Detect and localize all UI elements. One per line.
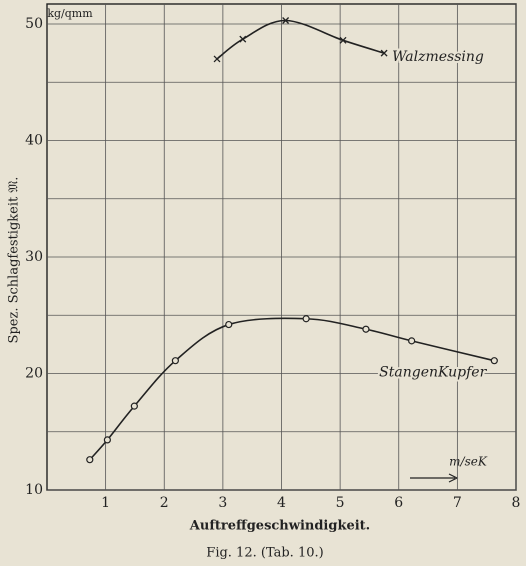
marker	[302, 315, 310, 323]
x-tick-label: 4	[277, 495, 286, 511]
x-tick-label: 2	[160, 495, 169, 511]
marker	[213, 55, 221, 63]
y-tick-label: 40	[25, 133, 43, 149]
x-tick-label: 7	[453, 495, 462, 511]
y-unit: kg/qmm	[47, 7, 93, 20]
y-label: Spez. Schlagfestigkeit 𝔐.	[7, 177, 22, 344]
series-label: StangenKupfer	[379, 365, 487, 381]
marker	[225, 320, 233, 329]
marker	[490, 357, 498, 365]
y-tick-label: 30	[25, 249, 43, 265]
marker	[339, 36, 347, 44]
caption: Fig. 12. (Tab. 10.)	[206, 546, 323, 561]
marker	[380, 49, 388, 57]
marker	[282, 17, 290, 24]
x-label: Auftreffgeschwindigkeit.	[189, 519, 370, 534]
marker	[103, 436, 111, 444]
x-tick-label: 6	[394, 495, 403, 511]
marker	[239, 35, 247, 43]
marker	[86, 456, 94, 464]
x-tick-label: 3	[218, 495, 227, 511]
y-tick-label: 50	[25, 16, 43, 32]
marker	[130, 402, 138, 410]
marker	[171, 357, 179, 365]
marker	[362, 325, 370, 333]
series-line	[89, 317, 495, 461]
x-tick-label: 1	[101, 495, 110, 511]
x-tick-label: 8	[512, 495, 521, 511]
marker	[408, 337, 416, 345]
x-tick-label: 5	[336, 495, 345, 511]
x-unit: m/seK	[449, 455, 488, 469]
y-tick-label: 10	[25, 482, 43, 498]
y-tick-label: 20	[25, 366, 43, 382]
series-label: Walzmessing	[392, 49, 484, 65]
